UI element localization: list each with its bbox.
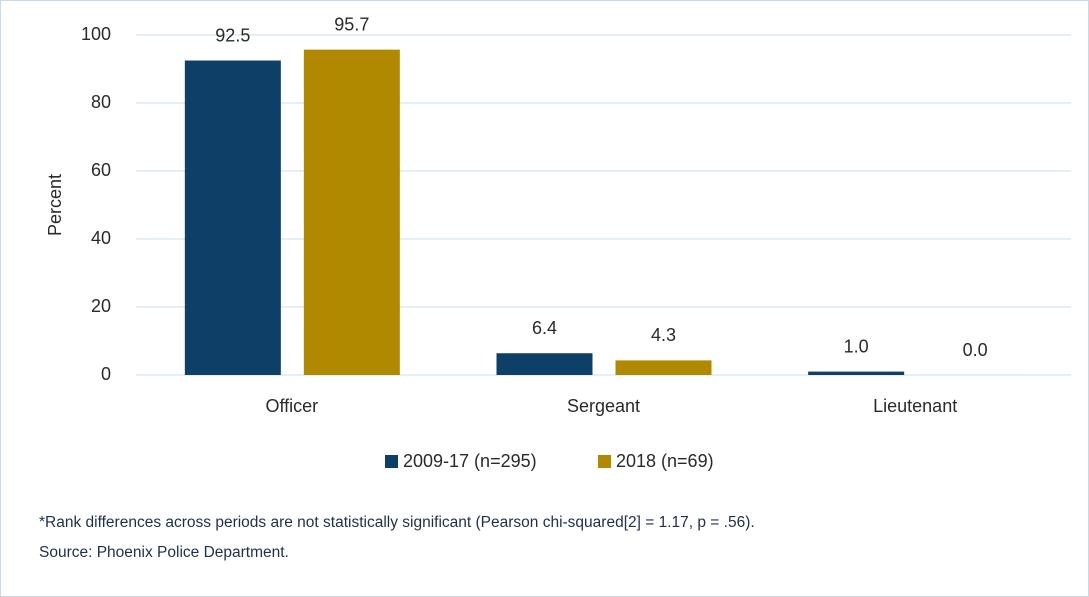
y-tick-label: 100 [81,24,111,44]
legend-swatch [598,455,611,468]
legend-label: 2009-17 (n=295) [403,451,537,471]
value-label: 0.0 [963,340,988,360]
chart: Percent 0 20 40 60 80 100 Officer 92.5 95.7 Serge… [45,14,1071,471]
legend-label: 2018 (n=69) [616,451,714,471]
source: Source: Phoenix Police Department. [39,544,289,561]
value-label: 1.0 [844,336,869,356]
value-label: 4.3 [651,325,676,345]
x-tick-label: Lieutenant [873,396,957,416]
legend-swatch [385,455,398,468]
y-tick-label: 40 [91,228,111,248]
y-axis-label: Percent [45,174,65,236]
value-label: 92.5 [215,25,250,45]
footnote: *Rank differences across periods are not… [39,514,755,531]
bar [303,49,400,376]
y-tick-label: 20 [91,296,111,316]
value-label: 6.4 [532,318,557,338]
bar [615,360,712,375]
y-tick-label: 60 [91,160,111,180]
y-tick-label: 80 [91,92,111,112]
x-tick-label: Officer [265,396,318,416]
x-tick-label: Sergeant [567,396,640,416]
bar [808,371,905,375]
bar [496,353,593,375]
notes: *Rank differences across periods are not… [39,511,899,564]
y-tick-label: 0 [101,364,111,384]
value-label: 95.7 [334,14,369,34]
bar [184,60,281,375]
